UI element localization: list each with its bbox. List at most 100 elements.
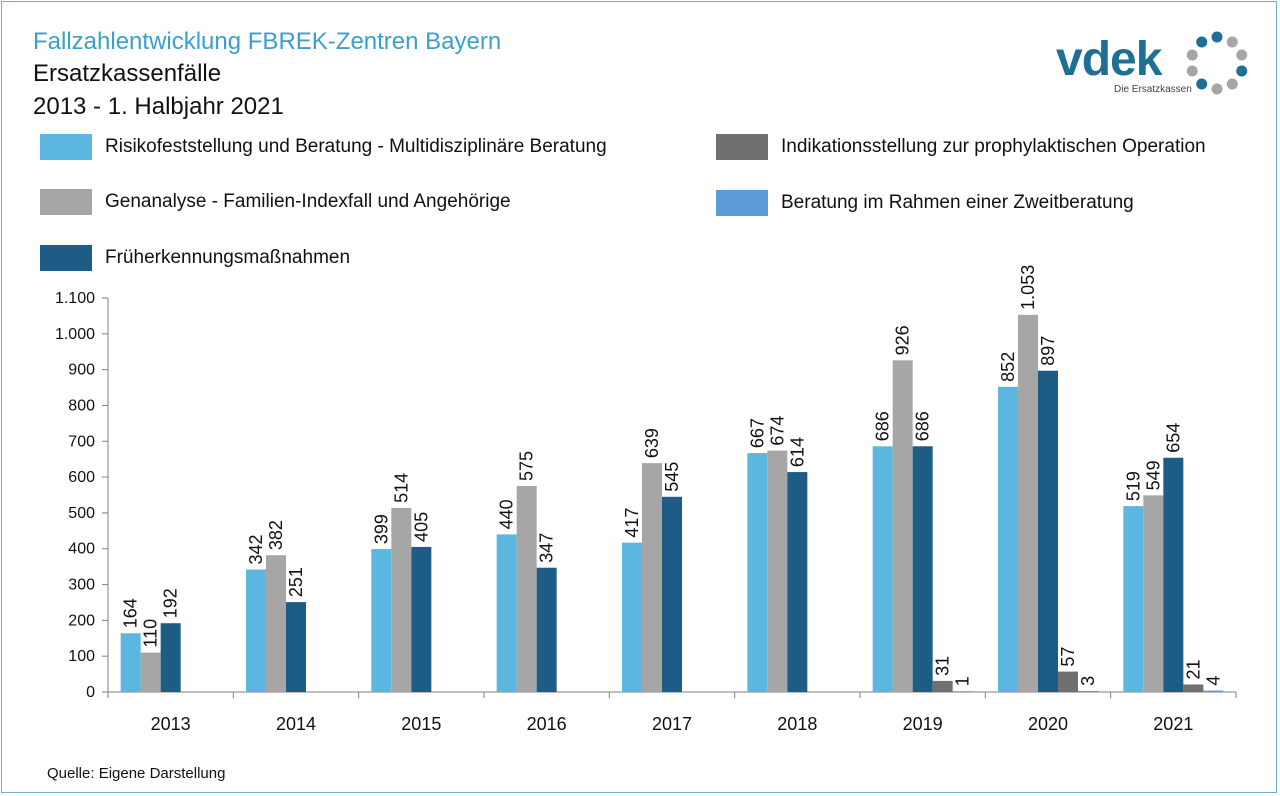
- legend-swatch-second: [716, 190, 768, 216]
- legend-item-early: Früherkennungsmaßnahmen: [40, 245, 350, 271]
- source-note: Quelle: Eigene Darstellung: [47, 765, 226, 782]
- data-label: 654: [1163, 423, 1183, 453]
- legend-swatch-early: [40, 245, 92, 271]
- bar: [1163, 457, 1184, 692]
- logo-ring-dot: [1236, 49, 1248, 61]
- data-label: 342: [246, 534, 266, 564]
- bar: [1203, 690, 1224, 692]
- logo-ring-dot: [1186, 65, 1198, 77]
- data-label: 347: [537, 533, 557, 563]
- y-tick-label: 800: [68, 397, 95, 414]
- legend-label-genetic: Genanalyse - Familien-Indexfall und Ange…: [105, 191, 511, 212]
- bar: [140, 652, 161, 692]
- data-label: 545: [662, 462, 682, 492]
- bar: [642, 463, 662, 692]
- x-tick-label: 2018: [777, 714, 817, 734]
- x-tick-label: 2015: [401, 714, 441, 734]
- logo-ring-dot: [1226, 36, 1238, 48]
- data-label: 164: [121, 598, 141, 628]
- data-label: 614: [787, 437, 807, 467]
- bar: [952, 691, 973, 692]
- data-label: 519: [1123, 471, 1143, 501]
- y-tick-label: 1.100: [55, 290, 95, 307]
- bar: [1143, 495, 1164, 692]
- data-label: 639: [642, 428, 662, 458]
- y-tick-label: 100: [68, 648, 95, 665]
- y-tick-label: 900: [68, 362, 95, 379]
- chart-period: 2013 - 1. Halbjahr 2021: [33, 93, 284, 120]
- data-label: 382: [266, 520, 286, 550]
- chart-bars: [120, 314, 1224, 692]
- logo-ring-dot: [1196, 36, 1208, 48]
- bar: [1123, 506, 1144, 692]
- legend-label-indication: Indikationsstellung zur prophylaktischen…: [781, 136, 1206, 157]
- data-label: 251: [286, 567, 306, 597]
- vdek-logo: vdek Die Ersatzkassen: [1056, 30, 1252, 102]
- y-tick-label: 1.000: [55, 326, 95, 343]
- logo-ring-dot: [1226, 78, 1238, 90]
- legend-item-second: Beratung im Rahmen einer Zweitberatung: [716, 190, 1134, 216]
- legend-item-genetic: Genanalyse - Familien-Indexfall und Ange…: [40, 189, 511, 215]
- legend-swatch-risk: [40, 134, 92, 160]
- bar: [872, 446, 893, 692]
- data-label: 926: [893, 325, 913, 355]
- data-label: 440: [497, 499, 517, 529]
- data-label: 399: [371, 514, 391, 544]
- data-label: 686: [873, 411, 893, 441]
- bar: [787, 472, 808, 692]
- bar: [391, 507, 412, 692]
- chart-title: Fallzahlentwicklung FBREK-Zentren Bayern: [33, 28, 502, 55]
- data-label: 1: [953, 676, 973, 686]
- y-tick-label: 400: [68, 541, 95, 558]
- bar: [1038, 370, 1058, 692]
- bar: [622, 542, 642, 692]
- logo-ring-dot: [1211, 31, 1223, 43]
- data-label: 405: [411, 512, 431, 542]
- y-tick-label: 300: [68, 577, 95, 594]
- legend-label-risk: Risikofeststellung und Beratung - Multid…: [105, 136, 607, 157]
- logo-ring-dot: [1186, 49, 1198, 61]
- data-label: 21: [1183, 659, 1203, 679]
- data-label: 192: [161, 588, 181, 618]
- bar: [266, 555, 286, 692]
- chart-subtitle: Ersatzkassenfälle: [33, 60, 222, 87]
- bar: [892, 360, 913, 692]
- logo-ring-dot: [1211, 83, 1223, 95]
- x-tick-label: 2014: [276, 714, 316, 734]
- bar: [516, 486, 537, 692]
- bar: [912, 446, 933, 692]
- bar: [932, 680, 953, 692]
- data-label: 31: [933, 656, 953, 676]
- bar: [767, 450, 788, 692]
- bar: [411, 546, 432, 692]
- bar: [246, 569, 266, 692]
- y-tick-label: 700: [68, 433, 95, 450]
- bar: [1018, 314, 1038, 692]
- logo-subtext: Die Ersatzkassen: [1114, 84, 1192, 95]
- data-label: 4: [1203, 676, 1223, 686]
- x-tick-label: 2020: [1028, 714, 1068, 734]
- x-tick-label: 2016: [527, 714, 567, 734]
- x-tick-label: 2021: [1153, 714, 1193, 734]
- legend-item-indication: Indikationsstellung zur prophylaktischen…: [716, 134, 1206, 160]
- data-label: 674: [767, 416, 787, 446]
- bar: [120, 633, 141, 692]
- x-tick-label: 2019: [903, 714, 943, 734]
- data-label: 1.053: [1018, 265, 1038, 310]
- data-label: 110: [141, 619, 161, 648]
- logo-text: vdek: [1056, 33, 1162, 86]
- data-label: 3: [1078, 676, 1098, 686]
- y-tick-label: 200: [68, 612, 95, 629]
- bar: [160, 623, 181, 692]
- x-tick-label: 2013: [151, 714, 191, 734]
- logo-ring-icon: [1186, 31, 1248, 95]
- bar: [496, 534, 517, 692]
- bar: [1058, 671, 1078, 692]
- data-label: 897: [1038, 336, 1058, 366]
- y-tick-label: 600: [68, 469, 95, 486]
- legend-swatch-indication: [716, 134, 768, 160]
- x-tick-label: 2017: [652, 714, 692, 734]
